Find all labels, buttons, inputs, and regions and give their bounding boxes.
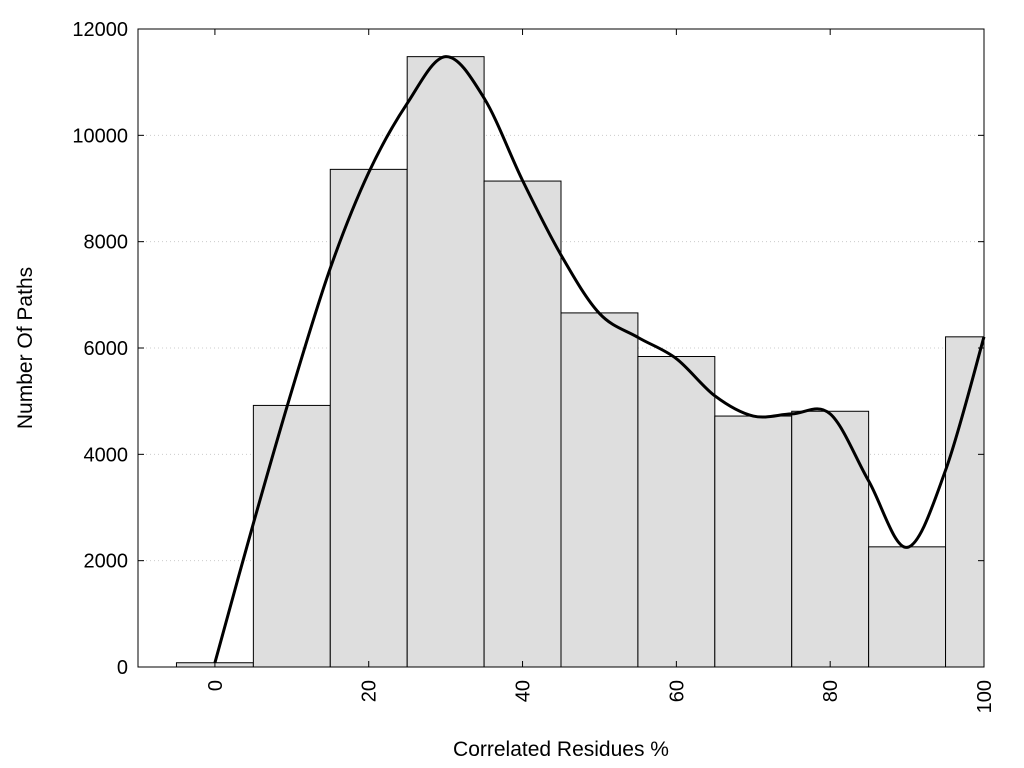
histogram-bar: [868, 546, 947, 668]
y-tick-label: 8000: [84, 232, 129, 254]
histogram-bar: [560, 312, 639, 668]
x-tick-label: 100: [974, 680, 996, 713]
x-tick-label: 20: [359, 680, 381, 702]
y-tick-label: 2000: [84, 551, 129, 573]
histogram-bar: [483, 180, 562, 668]
y-tick-label: 4000: [84, 444, 129, 466]
histogram-bar: [406, 56, 485, 668]
fit-curve: [213, 55, 986, 664]
x-tick-label: 60: [666, 680, 688, 702]
fit-curve-line: [213, 55, 986, 664]
x-tick-label: 80: [820, 680, 842, 702]
histogram-bar: [791, 410, 870, 668]
x-tick-label: 40: [513, 680, 535, 702]
histogram-bar: [637, 356, 716, 668]
bars: [175, 56, 985, 668]
y-tick-label: 6000: [84, 338, 129, 360]
x-axis-ticks: 0 20 40 60 80 100: [205, 29, 996, 713]
y-tick-label: 12000: [72, 19, 128, 41]
y-axis-ticks: 0 2000 4000 6000 8000 10000 12000: [72, 19, 984, 679]
histogram-bar: [329, 168, 408, 668]
histogram-bar: [252, 404, 331, 668]
x-tick-label: 0: [205, 680, 227, 691]
y-tick-label: 0: [117, 657, 128, 679]
y-tick-label: 10000: [72, 125, 128, 147]
histogram-bar: [945, 336, 985, 668]
x-axis-title: Correlated Residues %: [453, 738, 669, 761]
histogram-bar: [714, 415, 793, 668]
y-axis-title: Number Of Paths: [14, 267, 37, 429]
